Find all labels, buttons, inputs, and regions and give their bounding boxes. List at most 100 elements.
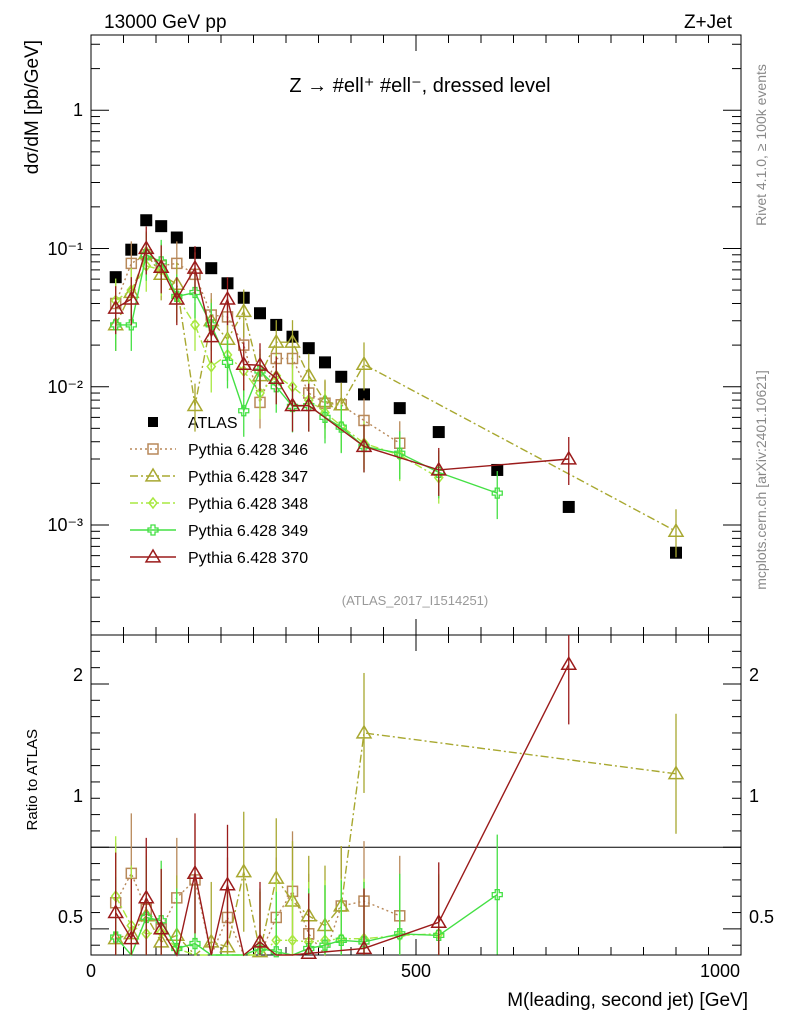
data-point <box>110 319 122 331</box>
analysis-id: (ATLAS_2017_I1514251) <box>342 593 488 608</box>
legend-label: Pythia 6.428 348 <box>188 496 308 513</box>
data-point <box>189 937 201 950</box>
data-point <box>270 946 282 958</box>
data-point <box>335 370 348 383</box>
data-point <box>335 934 347 946</box>
data-point <box>355 355 373 371</box>
data-point <box>235 863 253 878</box>
data-point <box>186 397 204 412</box>
data-point <box>140 214 153 227</box>
data-point <box>667 522 685 537</box>
data-point <box>122 290 140 305</box>
data-point <box>287 934 298 947</box>
data-point <box>394 928 406 940</box>
data-point <box>302 342 315 355</box>
y-tick-label-main: 10⁻² <box>47 377 83 397</box>
data-point <box>432 426 445 439</box>
data-point <box>170 231 183 244</box>
data-point <box>140 911 152 924</box>
data-point <box>491 487 503 499</box>
series-5 <box>107 226 578 496</box>
data-point <box>430 913 448 928</box>
data-point <box>286 400 299 413</box>
data-point <box>430 461 448 476</box>
data-point <box>155 220 168 233</box>
data-point <box>235 355 253 371</box>
y-tick-label-main: 10⁻¹ <box>47 239 83 259</box>
data-point <box>147 443 159 455</box>
data-point <box>235 303 253 318</box>
legend-label: Pythia 6.428 370 <box>188 550 308 567</box>
legend-label: Pythia 6.428 346 <box>188 442 308 459</box>
data-point <box>148 496 158 510</box>
data-point <box>358 388 370 401</box>
data-point <box>284 333 301 348</box>
data-point <box>144 548 162 563</box>
y-tick-label-main: 10⁻³ <box>47 515 83 535</box>
data-point <box>190 318 200 332</box>
y-tick-label-ratio-right: 1 <box>749 786 759 806</box>
data-point <box>125 319 137 331</box>
data-point <box>152 920 170 935</box>
data-point <box>148 417 158 427</box>
data-point <box>358 936 370 948</box>
x-tick-label: 500 <box>401 961 431 981</box>
ratio-plot-frame <box>90 634 742 956</box>
legend-label: ATLAS <box>188 415 238 432</box>
data-point <box>110 931 122 943</box>
data-point <box>562 500 575 513</box>
data-point <box>168 290 186 305</box>
x-tick-label: 0 <box>86 961 96 981</box>
data-point <box>219 938 236 953</box>
data-point <box>319 411 331 424</box>
side-label-mcplots: mcplots.cern.ch [arXiv:2401.10621] <box>753 370 769 589</box>
ratio-series-5 <box>107 635 578 960</box>
data-point <box>205 262 218 275</box>
data-point <box>254 307 266 320</box>
header-right: Z+Jet <box>684 12 733 33</box>
y-tick-label-ratio-right: 2 <box>749 665 759 685</box>
data-point <box>270 381 282 393</box>
data-point <box>202 328 220 343</box>
data-point <box>152 258 170 274</box>
data-point <box>147 524 159 536</box>
data-point <box>186 864 204 880</box>
data-point <box>560 450 578 465</box>
data-point <box>355 437 373 453</box>
data-point <box>560 655 578 671</box>
side-label-rivet: Rivet 4.1.0, ≥ 100k events <box>753 64 769 226</box>
y-tick-label-main: 1 <box>73 100 83 120</box>
x-tick-label: 1000 <box>700 961 740 981</box>
data-point <box>219 876 236 891</box>
data-point <box>254 365 266 377</box>
data-point <box>221 356 234 369</box>
data-point <box>284 397 301 412</box>
data-point <box>122 930 140 945</box>
y-axis-label-ratio: Ratio to ATLAS <box>24 729 41 830</box>
y-tick-label-ratio: 0.5 <box>58 907 83 927</box>
data-point <box>355 939 373 955</box>
data-point <box>155 256 167 268</box>
data-point <box>393 402 406 415</box>
legend-label: Pythia 6.428 347 <box>188 469 308 486</box>
y-tick-label-ratio: 2 <box>73 665 83 685</box>
ratio-line <box>115 664 570 957</box>
main-plot-frame <box>90 34 742 636</box>
data-point <box>219 290 236 305</box>
data-point <box>137 889 155 904</box>
data-point <box>109 271 122 284</box>
data-point <box>255 386 265 400</box>
data-point <box>206 360 217 373</box>
legend-label: Pythia 6.428 349 <box>188 523 308 540</box>
data-point <box>238 405 250 417</box>
series-line <box>115 253 401 444</box>
y-tick-label-ratio-right: 0.5 <box>749 907 774 927</box>
series-line <box>115 246 569 471</box>
data-point <box>319 939 331 951</box>
data-point <box>251 933 269 948</box>
data-point <box>667 765 685 780</box>
data-point <box>144 467 162 482</box>
data-point <box>251 356 269 371</box>
data-point <box>491 888 503 901</box>
data-point <box>186 259 204 274</box>
